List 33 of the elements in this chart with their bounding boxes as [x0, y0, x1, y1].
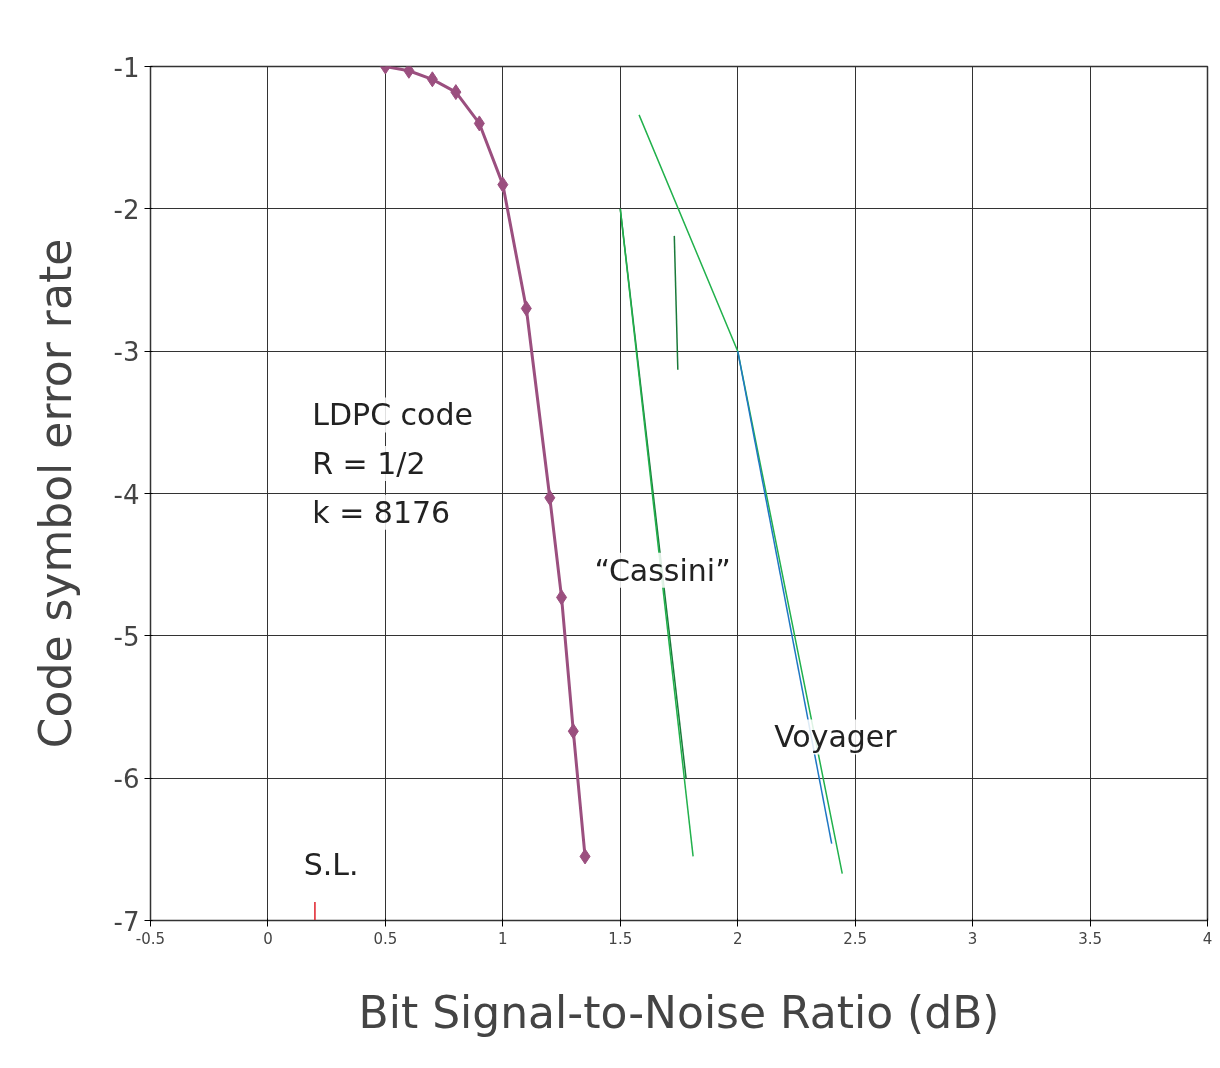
- point: [579, 848, 591, 865]
- annotation: LDPC code: [312, 397, 473, 433]
- point: [544, 489, 556, 506]
- annotation: k = 8176: [312, 494, 451, 530]
- y-tick-label: -2: [113, 194, 140, 225]
- annotation: “Cassini”: [594, 552, 731, 588]
- annotation: S.L.: [303, 847, 359, 883]
- x-axis-title: Bit Signal-to-Noise Ratio (dB): [358, 986, 1000, 1038]
- point: [497, 176, 509, 193]
- x-tick-label: 3.5: [1078, 929, 1102, 948]
- point: [450, 84, 462, 101]
- y-tick-label: -1: [113, 52, 140, 83]
- point: [556, 589, 568, 606]
- y-axis-title: Code symbol error rate: [29, 238, 81, 749]
- point: [426, 71, 438, 88]
- y-tick-label: -6: [113, 764, 140, 795]
- x-tick-label: 2.5: [843, 929, 868, 948]
- x-tick-label: 2: [732, 929, 743, 948]
- y-tick-label: -3: [113, 337, 140, 368]
- point: [567, 723, 579, 740]
- annotation: Voyager: [774, 719, 898, 755]
- y-tick-label: -5: [113, 621, 140, 652]
- point: [473, 115, 485, 132]
- point: [520, 300, 532, 317]
- point: [403, 66, 415, 79]
- x-tick-label: 3: [967, 929, 978, 948]
- x-tick-label: 0.5: [373, 929, 398, 948]
- x-tick-label: 1: [498, 929, 508, 948]
- y-tick-label: -4: [113, 479, 140, 510]
- x-tick-label: 1.5: [608, 929, 633, 948]
- annotation: R = 1/2: [312, 446, 426, 482]
- x-tick-label: 4: [1202, 929, 1213, 948]
- x-tick-label: 0: [263, 929, 273, 948]
